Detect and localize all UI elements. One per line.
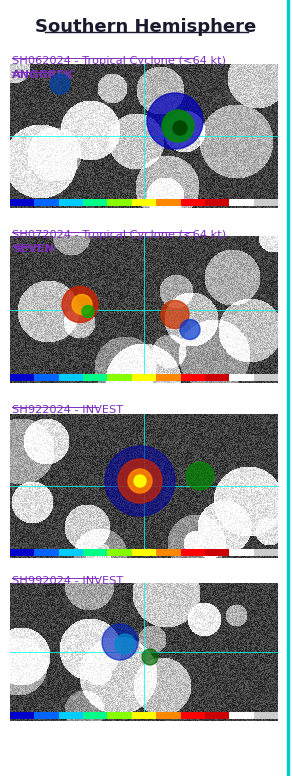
Bar xyxy=(10,64,278,208)
Bar xyxy=(10,199,34,206)
Circle shape xyxy=(82,306,94,317)
Circle shape xyxy=(128,469,152,493)
Text: SH062024 - Tropical Cyclone (<64 kt): SH062024 - Tropical Cyclone (<64 kt) xyxy=(12,56,226,66)
Bar xyxy=(34,199,59,206)
Bar xyxy=(254,712,278,719)
Bar xyxy=(10,414,278,558)
Bar xyxy=(156,199,180,206)
Bar xyxy=(205,712,229,719)
Bar xyxy=(34,374,59,381)
Circle shape xyxy=(186,462,214,490)
Text: SEVEN: SEVEN xyxy=(12,244,54,254)
Bar xyxy=(254,374,278,381)
Circle shape xyxy=(134,475,146,487)
Bar xyxy=(205,549,229,556)
Circle shape xyxy=(118,459,162,503)
Bar xyxy=(254,199,278,206)
Bar xyxy=(59,712,83,719)
Bar xyxy=(156,549,180,556)
Bar xyxy=(83,374,108,381)
Bar xyxy=(10,583,278,721)
Bar xyxy=(229,199,254,206)
Bar xyxy=(229,712,254,719)
Bar xyxy=(59,374,83,381)
Bar xyxy=(108,712,132,719)
Text: ANGGREK: ANGGREK xyxy=(12,70,74,80)
Circle shape xyxy=(142,649,158,665)
Circle shape xyxy=(180,320,200,340)
Circle shape xyxy=(62,286,98,323)
Bar xyxy=(132,199,156,206)
Bar xyxy=(34,549,59,556)
Bar xyxy=(59,549,83,556)
Text: SH922024 - INVEST: SH922024 - INVEST xyxy=(12,405,123,415)
Bar xyxy=(59,199,83,206)
Circle shape xyxy=(173,121,187,135)
Circle shape xyxy=(147,93,203,149)
Bar xyxy=(10,374,34,381)
Bar xyxy=(10,549,34,556)
Bar xyxy=(83,712,108,719)
Bar xyxy=(180,712,205,719)
Bar xyxy=(10,712,34,719)
Circle shape xyxy=(72,295,92,314)
Bar xyxy=(83,199,108,206)
Circle shape xyxy=(102,624,138,660)
Bar xyxy=(205,374,229,381)
Bar xyxy=(132,549,156,556)
Bar xyxy=(108,374,132,381)
Bar xyxy=(108,199,132,206)
Bar xyxy=(156,712,180,719)
Bar xyxy=(34,712,59,719)
Text: SH992024 - INVEST: SH992024 - INVEST xyxy=(12,576,123,586)
Circle shape xyxy=(162,110,194,142)
Text: SH072024 - Tropical Cyclone (<64 kt): SH072024 - Tropical Cyclone (<64 kt) xyxy=(12,230,226,240)
Bar xyxy=(180,549,205,556)
Bar xyxy=(254,549,278,556)
Bar xyxy=(180,374,205,381)
Bar xyxy=(10,236,278,383)
Circle shape xyxy=(50,74,70,94)
Circle shape xyxy=(115,634,135,654)
Text: Southern Hemisphere: Southern Hemisphere xyxy=(35,18,257,36)
Bar xyxy=(180,199,205,206)
Circle shape xyxy=(105,446,175,516)
Bar xyxy=(108,549,132,556)
Bar xyxy=(132,712,156,719)
Bar xyxy=(229,374,254,381)
Bar xyxy=(132,374,156,381)
Bar xyxy=(156,374,180,381)
Bar xyxy=(229,549,254,556)
Circle shape xyxy=(161,300,189,328)
Bar xyxy=(205,199,229,206)
Bar xyxy=(83,549,108,556)
